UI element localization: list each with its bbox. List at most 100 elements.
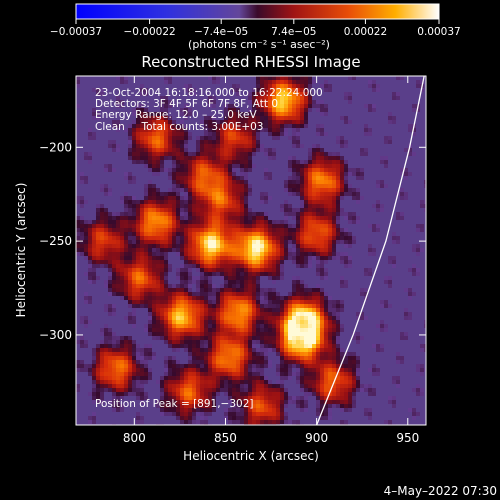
heatmap-cell (316, 288, 320, 292)
heatmap-cell (172, 248, 176, 252)
heatmap-cell (268, 344, 272, 348)
heatmap-cell (348, 240, 352, 244)
heatmap-cell (308, 208, 312, 212)
heatmap-cell (288, 208, 292, 212)
heatmap-cell (264, 128, 268, 132)
heatmap-cell (396, 212, 400, 216)
heatmap-cell (172, 172, 176, 176)
heatmap-cell (240, 252, 244, 256)
heatmap-cell (236, 204, 240, 208)
heatmap-cell (304, 296, 308, 300)
heatmap-cell (144, 144, 148, 148)
heatmap-cell (304, 96, 308, 100)
heatmap-cell (264, 192, 268, 196)
heatmap-cell (292, 96, 296, 100)
heatmap-cell (84, 316, 88, 320)
heatmap-cell (208, 228, 212, 232)
heatmap-cell (200, 300, 204, 304)
heatmap-cell (268, 132, 272, 136)
heatmap-cell (172, 160, 176, 164)
heatmap-cell (108, 216, 112, 220)
heatmap-cell (224, 216, 228, 220)
heatmap-cell (152, 300, 156, 304)
heatmap-cell (304, 204, 308, 208)
heatmap-cell (224, 364, 228, 368)
heatmap-cell (188, 164, 192, 168)
heatmap-cell (208, 232, 212, 236)
heatmap-cell (272, 244, 276, 248)
heatmap-cell (100, 252, 104, 256)
heatmap-cell (260, 412, 264, 416)
heatmap-cell (312, 336, 316, 340)
heatmap-cell (368, 368, 372, 372)
heatmap-cell (232, 400, 236, 404)
heatmap-cell (236, 180, 240, 184)
heatmap-cell (332, 160, 336, 164)
heatmap-cell (320, 216, 324, 220)
heatmap-cell (304, 264, 308, 268)
heatmap-cell (268, 340, 272, 344)
heatmap-cell (324, 380, 328, 384)
heatmap-cell (144, 324, 148, 328)
heatmap-cell (416, 248, 420, 252)
heatmap-cell (192, 328, 196, 332)
heatmap-cell (148, 244, 152, 248)
heatmap-cell (184, 240, 188, 244)
heatmap-cell (188, 132, 192, 136)
heatmap-cell (136, 248, 140, 252)
heatmap-cell (192, 236, 196, 240)
heatmap-cell (160, 304, 164, 308)
heatmap-cell (120, 376, 124, 380)
heatmap-cell (180, 124, 184, 128)
heatmap-cell (144, 288, 148, 292)
heatmap-cell (132, 260, 136, 264)
heatmap-cell (328, 408, 332, 412)
heatmap-cell (244, 252, 248, 256)
heatmap-cell (260, 300, 264, 304)
heatmap-cell (216, 120, 220, 124)
heatmap-cell (224, 244, 228, 248)
heatmap-cell (92, 244, 96, 248)
heatmap-cell (160, 272, 164, 276)
heatmap-cell (220, 384, 224, 388)
heatmap-cell (228, 300, 232, 304)
heatmap-cell (92, 396, 96, 400)
heatmap-cell (232, 240, 236, 244)
heatmap-cell (164, 256, 168, 260)
heatmap-cell (184, 168, 188, 172)
heatmap-cell (240, 332, 244, 336)
heatmap-cell (192, 256, 196, 260)
info-line-time-range: 23-Oct-2004 16:18:16.000 to 16:22:24.000 (95, 87, 323, 99)
heatmap-cell (344, 284, 348, 288)
heatmap-cell (280, 236, 284, 240)
heatmap-cell (368, 416, 372, 420)
heatmap-cell (144, 276, 148, 280)
heatmap-cell (164, 316, 168, 320)
heatmap-cell (300, 120, 304, 124)
heatmap-cell (232, 348, 236, 352)
heatmap-cell (316, 196, 320, 200)
heatmap-cell (148, 136, 152, 140)
heatmap-cell (232, 84, 236, 88)
heatmap-cell (284, 100, 288, 104)
heatmap-cell (236, 360, 240, 364)
heatmap-cell (352, 376, 356, 380)
heatmap-cell (80, 224, 84, 228)
heatmap-cell (200, 376, 204, 380)
heatmap-cell (80, 364, 84, 368)
heatmap-cell (144, 108, 148, 112)
heatmap-cell (164, 136, 168, 140)
heatmap-cell (396, 96, 400, 100)
heatmap-cell (156, 332, 160, 336)
heatmap-cell (192, 192, 196, 196)
heatmap-cell (136, 124, 140, 128)
heatmap-cell (180, 180, 184, 184)
heatmap-cell (120, 396, 124, 400)
heatmap-cell (172, 208, 176, 212)
colorbar: −0.00037 −0.00022 −7.4e−05 7.4e−05 0.00022 0.… (50, 3, 461, 51)
heatmap-cell (232, 416, 236, 420)
heatmap-cell (260, 100, 264, 104)
heatmap-cell (148, 348, 152, 352)
heatmap-cell (192, 336, 196, 340)
heatmap-cell (276, 380, 280, 384)
